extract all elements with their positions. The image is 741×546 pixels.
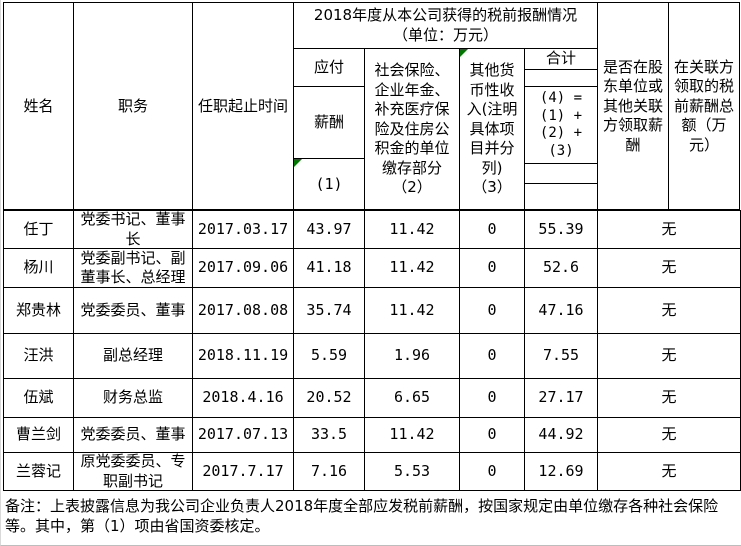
cell-salary-row1: 43.97 xyxy=(293,210,365,249)
cell-position-row1: 党委书记、董事长 xyxy=(73,210,193,249)
cell-other-row2: 0 xyxy=(459,248,525,288)
cell-other-row6: 0 xyxy=(459,417,525,453)
cell-term-row3: 2017.08.08 xyxy=(192,287,294,334)
cell-total-row3: 47.16 xyxy=(524,287,598,334)
cell-salary-row4: 5.59 xyxy=(293,333,365,379)
cell-position-row2: 党委副书记、副董事长、总经理 xyxy=(73,248,193,288)
header-related-party-pay: 在关联方领取的税前薪酬总额（万元） xyxy=(668,2,740,211)
cell-salary-row3: 35.74 xyxy=(293,287,365,334)
cell-name-row2: 杨川 xyxy=(3,248,74,288)
cell-term-row1: 2017.03.17 xyxy=(192,210,294,249)
cell-other-row3: 0 xyxy=(459,287,525,334)
header-salary-index: (1) xyxy=(293,158,365,211)
cell-total-row7: 12.69 xyxy=(524,452,598,491)
header-name: 姓名 xyxy=(3,2,74,211)
cell-shareholder-row6: 无 xyxy=(597,417,741,453)
cell-other-row1: 0 xyxy=(459,210,525,249)
header-report-title: 2018年度从本公司获得的税前报酬情况 （单位：万元） xyxy=(293,2,598,49)
header-social-insurance: 社会保险、企业年金、补充医疗保险及住房公积金的单位缴存部分（2） xyxy=(364,48,460,211)
cell-name-row5: 伍斌 xyxy=(3,378,74,418)
cell-shareholder-row7: 无 xyxy=(597,452,741,491)
header-total-empty-3 xyxy=(524,183,598,211)
cell-social-row4: 1.96 xyxy=(364,333,460,379)
cell-shareholder-row5: 无 xyxy=(597,378,741,418)
header-term: 任职起止时间 xyxy=(192,2,294,211)
cell-position-row6: 党委委员、董事 xyxy=(73,417,193,453)
other-income-label: 其他货币性收入(注明具体项目并分列)（3） xyxy=(466,61,518,197)
cell-total-row4: 7.55 xyxy=(524,333,598,379)
cell-shareholder-row4: 无 xyxy=(597,333,741,379)
cell-social-row6: 11.42 xyxy=(364,417,460,453)
cell-salary-row2: 41.18 xyxy=(293,248,365,288)
cell-position-row3: 党委委员、董事 xyxy=(73,287,193,334)
cell-name-row1: 任丁 xyxy=(3,210,74,249)
cell-position-row5: 财务总监 xyxy=(73,378,193,418)
cell-position-row4: 副总经理 xyxy=(73,333,193,379)
header-total-label: 合计 xyxy=(524,48,598,70)
cell-other-row4: 0 xyxy=(459,333,525,379)
cell-salary-row5: 20.52 xyxy=(293,378,365,418)
cell-name-row3: 郑贵林 xyxy=(3,287,74,334)
header-other-income: 其他货币性收入(注明具体项目并分列)（3） xyxy=(459,48,525,211)
cell-term-row5: 2018.4.16 xyxy=(192,378,294,418)
cell-total-row1: 55.39 xyxy=(524,210,598,249)
cell-social-row7: 5.53 xyxy=(364,452,460,491)
cell-total-row5: 27.17 xyxy=(524,378,598,418)
cell-term-row6: 2017.07.13 xyxy=(192,417,294,453)
header-shareholder-pay: 是否在股东单位或其他关联方领取薪酬 xyxy=(597,2,669,211)
cell-total-row6: 44.92 xyxy=(524,417,598,453)
cell-salary-row7: 7.16 xyxy=(293,452,365,491)
excel-error-indicator-icon xyxy=(460,49,468,57)
header-payable: 应付 xyxy=(293,48,365,87)
cell-term-row4: 2018.11.19 xyxy=(192,333,294,379)
cell-shareholder-row3: 无 xyxy=(597,287,741,334)
header-total-empty-1 xyxy=(524,69,598,87)
cell-name-row6: 曹兰剑 xyxy=(3,417,74,453)
note: 备注：上表披露信息为我公司企业负责人2018年度全部应发税前薪酬，按国家规定由单… xyxy=(5,497,719,536)
cell-social-row3: 11.42 xyxy=(364,287,460,334)
cell-position-row7: 原党委委员、专职副书记 xyxy=(73,452,193,491)
cell-total-row2: 52.6 xyxy=(524,248,598,288)
cell-shareholder-row2: 无 xyxy=(597,248,741,288)
header-position: 职务 xyxy=(73,2,193,211)
header-total-formula: (4) = (1) + (2) + (3) xyxy=(524,86,598,164)
cell-other-row5: 0 xyxy=(459,378,525,418)
excel-error-indicator-icon xyxy=(294,159,302,167)
cell-shareholder-row1: 无 xyxy=(597,210,741,249)
header-salary: 薪酬 xyxy=(293,86,365,159)
cell-name-row4: 汪洪 xyxy=(3,333,74,379)
salary-index-label: (1) xyxy=(315,174,343,193)
header-bottom-divider xyxy=(3,209,740,211)
cell-salary-row6: 33.5 xyxy=(293,417,365,453)
cell-social-row2: 11.42 xyxy=(364,248,460,288)
header-total-empty-2 xyxy=(524,163,598,184)
cell-social-row1: 11.42 xyxy=(364,210,460,249)
cell-term-row7: 2017.7.17 xyxy=(192,452,294,491)
cell-term-row2: 2017.09.06 xyxy=(192,248,294,288)
cell-other-row7: 0 xyxy=(459,452,525,491)
cell-social-row5: 6.65 xyxy=(364,378,460,418)
cell-name-row7: 兰蓉记 xyxy=(3,452,74,491)
